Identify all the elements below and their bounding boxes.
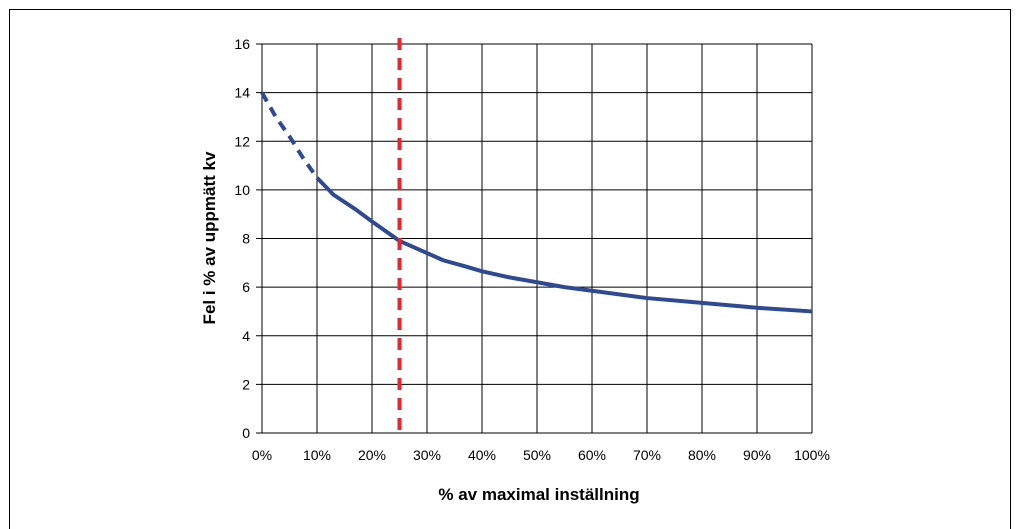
y-tick-label: 8: [242, 231, 250, 247]
x-tick-label: 90%: [743, 447, 771, 463]
x-axis-ticks: 0% 10% 20% 30% 40% 50% 60% 70% 80% 90% 100%: [252, 447, 830, 463]
x-tick-label: 50%: [523, 447, 551, 463]
y-tick-label: 14: [234, 85, 250, 101]
x-tick-label: 100%: [794, 447, 830, 463]
x-tick-label: 30%: [413, 447, 441, 463]
y-tick-label: 12: [234, 133, 250, 149]
series-line-solid-1: [315, 176, 813, 314]
y-axis-title: Fel i % av uppmätt kv: [200, 151, 219, 324]
y-axis-ticks: 0 2 4 6 8 10 12 14 16: [234, 36, 250, 441]
y-tick-label: 4: [242, 328, 250, 344]
grid: [256, 43, 813, 434]
y-tick-label: 10: [234, 182, 250, 198]
x-tick-label: 40%: [468, 447, 496, 463]
x-tick-label: 10%: [303, 447, 331, 463]
x-axis-title: % av maximal inställning: [438, 485, 639, 504]
y-tick-label: 2: [242, 376, 250, 392]
series-line-dashed-0: [260, 91, 319, 179]
y-tick-label: 0: [242, 425, 250, 441]
y-tick-label: 6: [242, 279, 250, 295]
x-tick-label: 70%: [633, 447, 661, 463]
x-tick-label: 0%: [252, 447, 272, 463]
y-tick-label: 16: [234, 36, 250, 52]
x-tick-label: 20%: [358, 447, 386, 463]
chart-frame: [9, 9, 1011, 529]
x-tick-label: 60%: [578, 447, 606, 463]
series: [260, 91, 813, 314]
x-tick-label: 80%: [688, 447, 716, 463]
